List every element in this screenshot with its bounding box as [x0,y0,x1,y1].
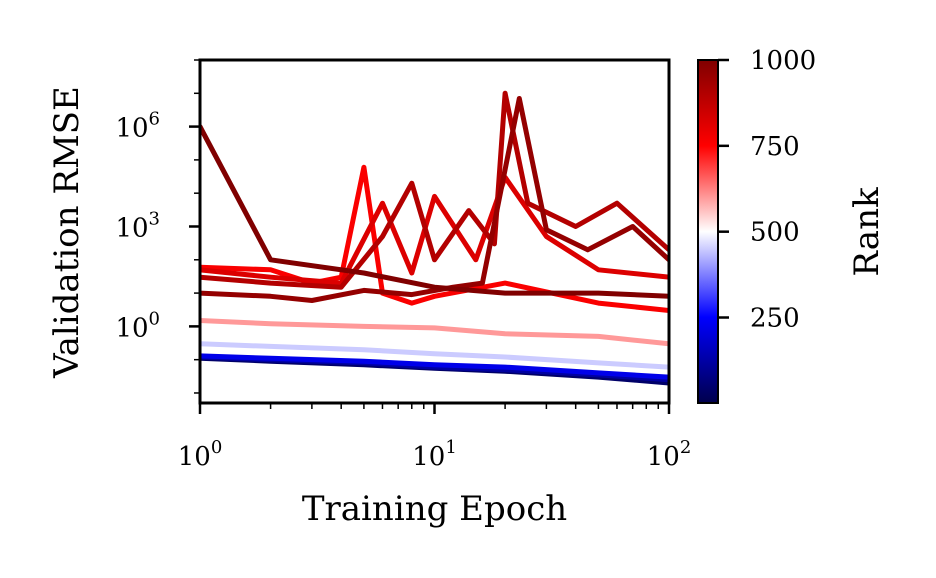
x-axis-ticks: 100 101 102 [178,403,692,472]
colorbar-fill [698,60,718,403]
colorbar-tick-label: 750 [750,132,800,162]
y-tick-label: 100 [115,308,160,343]
series-line-rank-220 [200,353,669,380]
colorbar-tick-label: 500 [750,218,800,248]
y-axis-ticks: 100 103 106 [115,59,200,394]
series-line-rank-1000 [200,124,669,299]
series-line-rank-600 [200,318,669,347]
x-tick-label: 102 [647,437,692,472]
colorbar-tick-label: 250 [750,304,800,334]
colorbar: 250 500 750 1000 Rank [697,46,887,404]
colorbar-ticks: 250 500 750 1000 [718,46,816,334]
series-line-rank-900 [200,90,669,290]
y-axis-title: Validation RMSE [47,86,87,379]
series-line-rank-820 [200,174,669,286]
colorbar-tick-label: 1000 [750,46,816,76]
series-layer [200,90,669,386]
series-line-rank-960 [200,96,669,303]
y-tick-label: 103 [115,208,160,243]
colorbar-title: Rank [847,187,887,277]
y-tick-label: 106 [115,109,160,144]
series-line-rank-450 [200,341,669,370]
x-tick-label: 100 [178,437,223,472]
x-axis-title: Training Epoch [302,489,567,529]
x-tick-label: 101 [412,437,457,472]
